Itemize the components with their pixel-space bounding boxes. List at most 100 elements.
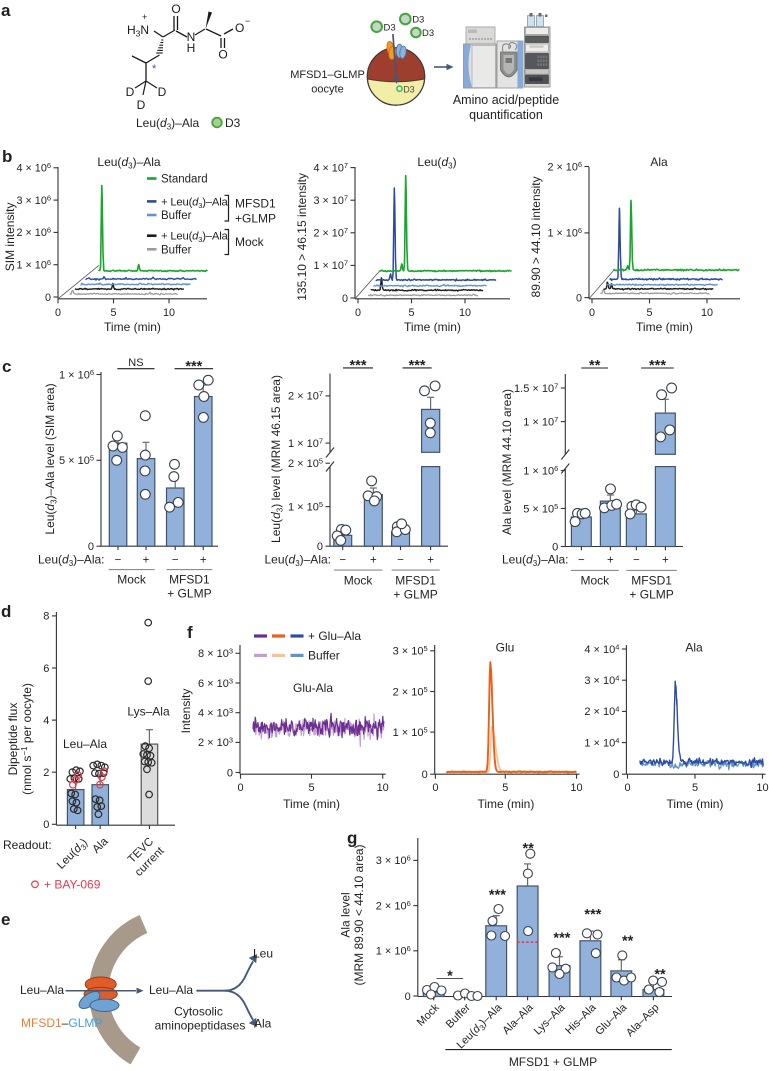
svg-text:+ BAY-069: + BAY-069	[44, 877, 101, 891]
svg-text:2 × 107: 2 × 107	[288, 389, 323, 403]
svg-text:+ Leu(d3)–Ala: + Leu(d3)–Ala	[161, 196, 229, 210]
svg-text:Ala level: Ala level	[339, 892, 353, 937]
svg-text:*: *	[152, 63, 157, 75]
svg-text:4 × 107: 4 × 107	[314, 161, 349, 175]
svg-text:1 × 105: 1 × 105	[288, 500, 323, 514]
svg-text:Leu–Ala: Leu–Ala	[63, 737, 107, 751]
svg-text:Ala level (MRM 44.10 area): Ala level (MRM 44.10 area)	[500, 389, 514, 535]
svg-text:+: +	[143, 555, 150, 567]
svg-text:***: ***	[584, 907, 601, 923]
svg-text:Ala: Ala	[685, 641, 703, 655]
svg-text:3 × 106: 3 × 106	[376, 854, 411, 868]
svg-text:Time (min): Time (min)	[404, 320, 461, 334]
svg-text:+ GLMP: + GLMP	[167, 587, 211, 601]
svg-text:**: **	[523, 841, 535, 857]
svg-text:2 × 106: 2 × 106	[376, 899, 411, 913]
svg-text:2 × 106: 2 × 106	[17, 226, 52, 240]
svg-text:2 × 107: 2 × 107	[314, 226, 349, 240]
svg-text:D3: D3	[225, 116, 241, 130]
svg-text:1 × 107: 1 × 107	[288, 436, 323, 450]
svg-text:Time (min): Time (min)	[667, 797, 724, 811]
svg-text:Leu(d3)–Ala: Leu(d3)–Ala	[97, 155, 161, 171]
svg-text:Intensity: Intensity	[179, 689, 193, 734]
svg-text:89.90 > 44.10 intensity: 89.90 > 44.10 intensity	[529, 176, 543, 297]
svg-text:0: 0	[317, 541, 323, 553]
svg-text:0: 0	[227, 767, 233, 779]
svg-text:MFSD1: MFSD1	[235, 197, 276, 211]
svg-text:(nmol s−1 per oocyte): (nmol s−1 per oocyte)	[20, 683, 34, 795]
svg-text:O: O	[171, 2, 180, 16]
svg-text:+ GLMP: + GLMP	[393, 588, 437, 602]
svg-text:3 × 104: 3 × 104	[584, 674, 619, 688]
svg-text:Standard: Standard	[161, 174, 208, 186]
svg-text:Time (min): Time (min)	[477, 797, 534, 811]
svg-text:D3: D3	[403, 84, 415, 94]
svg-text:MFSD1: MFSD1	[395, 574, 436, 588]
svg-text:−: −	[115, 555, 122, 567]
svg-text:Leu(d3)–Ala: Leu(d3)–Ala	[136, 116, 200, 132]
svg-text:Leu(d3)–Ala:: Leu(d3)–Ala:	[502, 553, 569, 569]
svg-text:1.5 × 107: 1.5 × 107	[514, 381, 558, 395]
svg-text:Leu(d3)–Ala:: Leu(d3)–Ala:	[264, 553, 331, 569]
svg-text:Leu: Leu	[253, 947, 273, 961]
svg-text:***: ***	[350, 358, 367, 374]
svg-text:SIM intensity: SIM intensity	[3, 203, 17, 272]
svg-text:2 × 104: 2 × 104	[584, 705, 619, 719]
svg-text:+: +	[200, 555, 207, 567]
svg-text:**: **	[622, 934, 634, 950]
svg-text:0: 0	[43, 819, 49, 831]
svg-text:4 × 104: 4 × 104	[584, 642, 619, 656]
svg-text:Mock: Mock	[235, 235, 265, 249]
svg-text:MFSD1: MFSD1	[169, 573, 210, 587]
svg-text:D3: D3	[422, 28, 434, 39]
svg-text:+: +	[427, 555, 434, 567]
svg-text:1 × 106: 1 × 106	[523, 464, 558, 478]
svg-text:0: 0	[624, 782, 630, 794]
svg-text:**: **	[654, 967, 666, 983]
svg-text:0: 0	[55, 307, 61, 319]
svg-text:d: d	[1, 602, 11, 621]
svg-text:8: 8	[43, 611, 49, 623]
svg-text:5 × 105: 5 × 105	[523, 502, 558, 516]
svg-text:1 × 104: 1 × 104	[584, 736, 619, 750]
svg-text:6: 6	[43, 663, 49, 675]
svg-text:3 × 107: 3 × 107	[314, 194, 349, 208]
svg-text:4 × 103: 4 × 103	[198, 706, 233, 720]
svg-text:1 × 105: 1 × 105	[393, 725, 428, 739]
svg-text:b: b	[2, 147, 12, 166]
svg-text:Buffer: Buffer	[308, 648, 340, 662]
svg-text:0: 0	[45, 292, 51, 304]
svg-text:+: +	[607, 555, 614, 567]
svg-text:NS: NS	[128, 357, 143, 369]
svg-text:2 × 103: 2 × 103	[198, 736, 233, 750]
svg-text:Leu(d3): Leu(d3)	[417, 155, 456, 171]
svg-text:***: ***	[489, 888, 506, 904]
svg-text:Buffer: Buffer	[161, 210, 192, 222]
svg-text:5: 5	[408, 307, 414, 319]
svg-text:5: 5	[502, 782, 508, 794]
svg-text:e: e	[1, 910, 10, 929]
svg-text:Glu-Ala: Glu-Ala	[293, 681, 333, 695]
svg-text:Leu(d3) level (MRM 46.15 area): Leu(d3) level (MRM 46.15 area)	[269, 375, 285, 543]
svg-text:Ala: Ala	[254, 1017, 272, 1031]
svg-text:0: 0	[432, 782, 438, 794]
svg-text:D: D	[126, 85, 135, 99]
svg-text:+: +	[662, 555, 669, 567]
svg-text:D: D	[137, 98, 146, 112]
svg-text:1 × 106: 1 × 106	[17, 258, 52, 272]
svg-text:Leu–Ala: Leu–Ala	[149, 983, 193, 997]
svg-text:1 × 106: 1 × 106	[376, 944, 411, 958]
svg-text:aminopeptidases: aminopeptidases	[155, 1019, 246, 1033]
svg-text:+ Leu(d3)–Ala: + Leu(d3)–Ala	[161, 231, 229, 245]
svg-text:0: 0	[552, 541, 558, 553]
svg-text:−: −	[397, 555, 404, 567]
svg-text:N: N	[187, 30, 196, 44]
svg-text:−: −	[633, 555, 640, 567]
svg-text:6 × 103: 6 × 103	[198, 676, 233, 690]
svg-text:0: 0	[342, 293, 348, 305]
svg-text:Time (min): Time (min)	[283, 797, 340, 811]
svg-text:0: 0	[355, 307, 361, 319]
svg-text:4: 4	[43, 715, 49, 727]
svg-text:0: 0	[576, 292, 582, 304]
svg-text:c: c	[2, 357, 11, 376]
